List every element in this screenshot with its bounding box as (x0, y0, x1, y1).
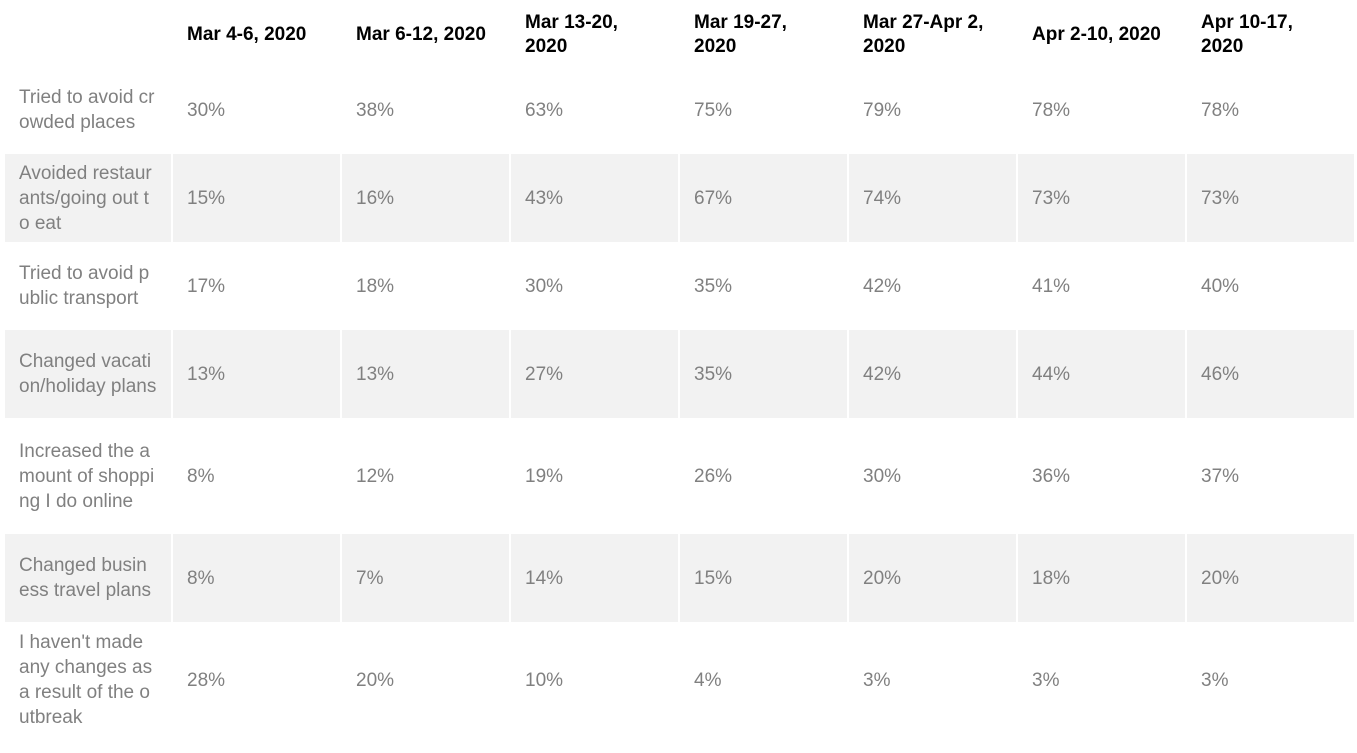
table-cell: 3% (1185, 622, 1356, 738)
table-cell: 8% (171, 418, 342, 534)
table-cell: 17% (171, 242, 342, 330)
table-cell: 28% (171, 622, 342, 738)
table-cell: 26% (678, 418, 849, 534)
table-row: Tried to avoid public transport 17% 18% … (3, 242, 1356, 330)
table-cell: 14% (509, 534, 680, 622)
header-cell-period-1: Mar 4-6, 2020 (171, 4, 342, 66)
table-cell: 63% (509, 66, 680, 154)
table-row: Changed vacation/holiday plans 13% 13% 2… (3, 330, 1356, 418)
table-row: Tried to avoid crowded places 30% 38% 63… (3, 66, 1356, 154)
row-label: Increased the amount of shopping I do on… (3, 418, 173, 534)
table-cell: 38% (340, 66, 511, 154)
table-cell: 18% (1016, 534, 1187, 622)
table-cell: 74% (847, 154, 1018, 242)
table-cell: 30% (509, 242, 680, 330)
table-cell: 30% (171, 66, 342, 154)
table-cell: 73% (1016, 154, 1187, 242)
table-row: Increased the amount of shopping I do on… (3, 418, 1356, 534)
table-cell: 46% (1185, 330, 1356, 418)
table-cell: 3% (1016, 622, 1187, 738)
header-cell-period-7: Apr 10-17, 2020 (1185, 4, 1356, 66)
table-cell: 43% (509, 154, 680, 242)
header-cell-corner (3, 4, 173, 66)
table-cell: 3% (847, 622, 1018, 738)
table-cell: 18% (340, 242, 511, 330)
table-cell: 13% (340, 330, 511, 418)
row-label: Changed vacation/holiday plans (3, 330, 173, 418)
header-cell-period-6: Apr 2-10, 2020 (1016, 4, 1187, 66)
table-cell: 10% (509, 622, 680, 738)
table-cell: 20% (1185, 534, 1356, 622)
row-label: Changed business travel plans (3, 534, 173, 622)
table-cell: 4% (678, 622, 849, 738)
table-cell: 12% (340, 418, 511, 534)
table-cell: 36% (1016, 418, 1187, 534)
header-row: Mar 4-6, 2020 Mar 6-12, 2020 Mar 13-20, … (3, 4, 1356, 66)
row-label: Tried to avoid crowded places (3, 66, 173, 154)
header-cell-period-5: Mar 27-Apr 2, 2020 (847, 4, 1018, 66)
table-cell: 27% (509, 330, 680, 418)
header-cell-period-2: Mar 6-12, 2020 (340, 4, 511, 66)
table-cell: 44% (1016, 330, 1187, 418)
table-cell: 41% (1016, 242, 1187, 330)
table-cell: 30% (847, 418, 1018, 534)
table-row: Avoided restaurants/going out to eat 15%… (3, 154, 1356, 242)
table-cell: 7% (340, 534, 511, 622)
table-row: Changed business travel plans 8% 7% 14% … (3, 534, 1356, 622)
table-cell: 8% (171, 534, 342, 622)
table-cell: 35% (678, 330, 849, 418)
table-cell: 19% (509, 418, 680, 534)
table-cell: 78% (1185, 66, 1356, 154)
table-cell: 67% (678, 154, 849, 242)
table-row: I haven't made any changes as a result o… (3, 622, 1356, 738)
table-cell: 35% (678, 242, 849, 330)
table-cell: 42% (847, 330, 1018, 418)
table-cell: 40% (1185, 242, 1356, 330)
row-label: Tried to avoid public transport (3, 242, 173, 330)
row-label: I haven't made any changes as a result o… (3, 622, 173, 738)
table-cell: 15% (678, 534, 849, 622)
table-cell: 20% (847, 534, 1018, 622)
table-cell: 20% (340, 622, 511, 738)
header-cell-period-4: Mar 19-27, 2020 (678, 4, 849, 66)
table-cell: 79% (847, 66, 1018, 154)
survey-table: Mar 4-6, 2020 Mar 6-12, 2020 Mar 13-20, … (3, 4, 1356, 738)
table-cell: 78% (1016, 66, 1187, 154)
table-cell: 15% (171, 154, 342, 242)
table-cell: 37% (1185, 418, 1356, 534)
table-cell: 73% (1185, 154, 1356, 242)
header-cell-period-3: Mar 13-20, 2020 (509, 4, 680, 66)
table-cell: 42% (847, 242, 1018, 330)
table-cell: 16% (340, 154, 511, 242)
table-cell: 13% (171, 330, 342, 418)
table-cell: 75% (678, 66, 849, 154)
row-label: Avoided restaurants/going out to eat (3, 154, 173, 242)
